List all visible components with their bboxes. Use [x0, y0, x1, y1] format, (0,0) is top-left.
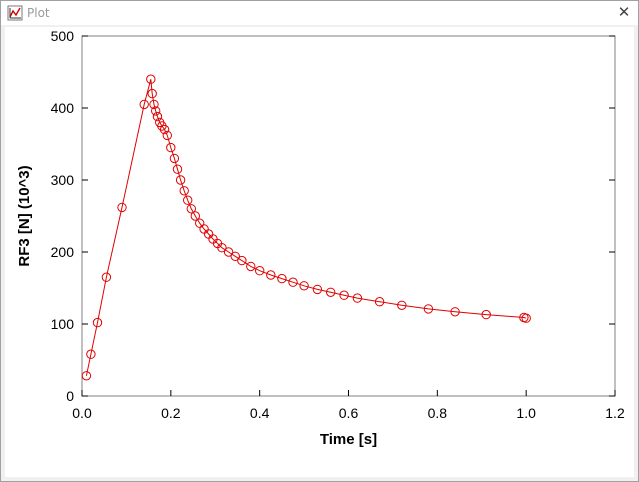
y-tick-label: 300 — [51, 172, 75, 188]
data-point — [288, 277, 298, 287]
data-point — [312, 284, 323, 295]
data-point — [162, 130, 173, 141]
data-point — [450, 307, 460, 317]
x-tick-label: 1.0 — [516, 405, 536, 421]
data-point — [179, 186, 189, 196]
data-point — [223, 247, 234, 257]
data-point — [423, 304, 434, 314]
data-point — [86, 349, 96, 359]
data-point — [159, 124, 170, 135]
plot-frame — [81, 35, 616, 397]
y-tick-label: 200 — [51, 244, 75, 260]
window-title: Plot — [27, 6, 50, 20]
x-tick-label: 0.6 — [339, 405, 359, 421]
series-line — [85, 79, 527, 376]
x-axis: 0.0 0.2 0.4 0.6 0.8 1.0 1.2 — [72, 390, 625, 421]
data-point — [101, 272, 112, 282]
plot-area: 0 100 200 300 400 500 0.0 0.2 0.4 0.6 0.8 1.0 1.2 T… — [5, 27, 634, 477]
data-point — [183, 195, 193, 205]
y-tick-label: 400 — [51, 100, 75, 116]
x-tick-label: 0.0 — [72, 405, 92, 421]
data-point — [481, 309, 491, 320]
data-point — [92, 317, 103, 328]
data-point — [166, 142, 176, 153]
data-point — [117, 202, 127, 213]
data-point — [81, 371, 92, 381]
x-tick-label: 0.8 — [428, 405, 448, 421]
x-axis-title: Time [s] — [320, 431, 377, 448]
close-icon: ✕ — [617, 4, 631, 21]
data-point — [146, 74, 156, 84]
data-point — [151, 106, 161, 116]
data-point — [186, 204, 197, 214]
data-point — [217, 243, 227, 253]
title-bar[interactable]: Plot ✕ — [1, 1, 638, 25]
y-axis: 0 100 200 300 400 500 — [51, 28, 615, 404]
data-point — [374, 297, 385, 307]
data-point — [147, 88, 157, 99]
data-point — [246, 261, 256, 272]
data-point — [339, 290, 349, 300]
y-axis-title: RF3 [N] (10^3) — [16, 165, 33, 266]
data-point — [169, 153, 180, 164]
x-tick-label: 1.2 — [605, 405, 625, 421]
series-markers — [81, 74, 531, 381]
data-point — [149, 99, 159, 110]
data-point — [299, 281, 309, 291]
data-point — [172, 164, 183, 174]
data-point — [152, 111, 163, 122]
data-point — [277, 273, 287, 284]
y-tick-label: 0 — [66, 388, 74, 404]
chart: 0 100 200 300 400 500 0.0 0.2 0.4 0.6 0.8 1.0 1.2 T… — [16, 28, 625, 448]
data-point — [139, 99, 149, 110]
data-point — [230, 251, 240, 262]
data-point — [352, 293, 363, 303]
data-point — [190, 211, 201, 221]
plot-icon — [7, 5, 23, 21]
data-point — [175, 175, 186, 185]
x-tick-label: 0.4 — [250, 405, 270, 421]
data-point — [255, 266, 265, 276]
data-point — [266, 270, 276, 280]
y-tick-label: 500 — [51, 28, 75, 44]
close-button[interactable]: ✕ — [614, 3, 634, 23]
data-point — [397, 300, 407, 310]
data-point — [237, 255, 247, 266]
data-point — [326, 287, 336, 297]
x-tick-label: 0.2 — [161, 405, 181, 421]
data-point — [521, 313, 531, 323]
y-tick-label: 100 — [51, 316, 75, 332]
